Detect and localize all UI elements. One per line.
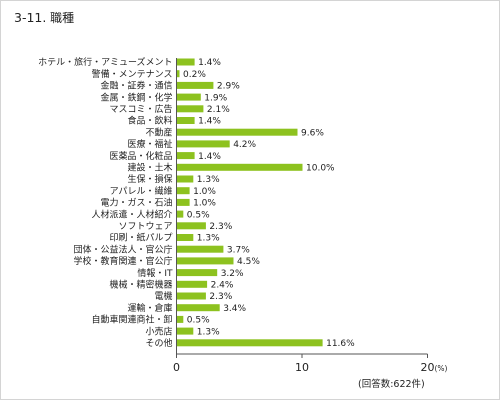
category-label: 団体・公益法人・官公庁 <box>73 243 172 255</box>
value-label: 0.5% <box>187 316 210 326</box>
x-tick-label: 10 <box>295 361 309 374</box>
bar <box>177 327 194 335</box>
bar <box>177 175 194 183</box>
value-label: 1.4% <box>198 117 221 127</box>
category-label: 学校・教育関連・官公庁 <box>73 255 172 267</box>
bar <box>177 70 180 78</box>
value-label: 3.7% <box>227 245 250 255</box>
value-label: 4.5% <box>237 257 260 267</box>
value-label: 1.4% <box>198 152 221 162</box>
value-label: 1.4% <box>198 58 221 68</box>
value-label: 1.9% <box>204 93 227 103</box>
category-label: 小売店 <box>145 325 172 337</box>
value-label: 1.3% <box>197 175 220 185</box>
value-label: 3.2% <box>221 269 244 279</box>
category-label: 自動車関連商社・卸 <box>91 314 172 326</box>
title-number: 3-11. <box>14 10 47 25</box>
category-label: 警備・メンテナンス <box>92 68 173 80</box>
bar <box>177 234 194 241</box>
bar <box>177 210 184 218</box>
category-label: アパレル・繊維 <box>110 185 173 197</box>
category-label: 電力・ガス・石油 <box>100 197 172 209</box>
bar <box>177 304 220 312</box>
value-label: 2.3% <box>209 222 232 232</box>
category-label: ソフトウェア <box>118 221 172 232</box>
category-label: その他 <box>145 337 172 349</box>
bar <box>177 257 234 265</box>
value-label: 11.6% <box>326 339 355 349</box>
category-label: 金属・鉄鋼・化学 <box>100 91 172 103</box>
value-label: 9.6% <box>301 128 324 138</box>
value-label: 1.0% <box>193 199 216 209</box>
value-label: 1.0% <box>193 187 216 197</box>
bar <box>177 128 298 136</box>
value-label: 0.2% <box>183 70 206 80</box>
value-labels: 1.4% 0.2% 2.9%1.9% 2.1% 1.4% 9.6% 4.2% 1.4% 10.0… <box>183 58 355 349</box>
chart-title: 3-11. 職種 <box>14 9 74 26</box>
category-label: 印刷・紙パルプ <box>109 232 172 244</box>
category-label: 医薬品・化粧品 <box>109 150 172 162</box>
category-label: 情報・IT <box>137 267 173 279</box>
title-text: 職種 <box>50 11 75 25</box>
category-label: 人材派遣・人材紹介 <box>91 208 172 220</box>
bar <box>177 117 195 124</box>
value-label: 1.3% <box>197 327 220 337</box>
bar <box>177 292 206 300</box>
category-label: 建設・土木 <box>127 162 172 174</box>
category-label: 金融・証券・通信 <box>100 80 172 92</box>
bar <box>177 58 195 66</box>
bar <box>177 152 195 160</box>
x-tick-label: 20 <box>421 361 435 374</box>
x-tick-label: 0 <box>173 361 180 374</box>
bar <box>177 105 204 113</box>
bar <box>177 269 218 277</box>
respondents-note: (回答数:622件) <box>358 379 425 390</box>
bar <box>177 315 184 323</box>
value-label: 2.9% <box>217 82 240 92</box>
category-label: ホテル・旅行・アミューズメント <box>38 56 172 68</box>
x-unit-label: (%) <box>435 364 448 373</box>
category-label: 機械・精密機器 <box>109 279 172 291</box>
category-label: 不動産 <box>145 126 172 138</box>
value-label: 2.1% <box>207 105 230 115</box>
value-label: 1.3% <box>197 234 220 244</box>
value-label: 4.2% <box>233 140 256 150</box>
bar <box>177 163 303 171</box>
bar <box>177 222 206 230</box>
bar <box>177 280 208 288</box>
category-label: 運輸・倉庫 <box>127 302 172 314</box>
category-labels: ホテル・旅行・アミューズメント警備・メンテナンス金融・証券・通信金属・鉄鋼・化学… <box>38 56 173 349</box>
bar <box>177 198 190 206</box>
category-label: 生保・損保 <box>127 173 172 185</box>
value-label: 2.4% <box>211 281 234 291</box>
x-axis-ticks: 0 10 20 (%) <box>173 354 448 374</box>
value-label: 2.3% <box>209 292 232 302</box>
bar <box>177 339 323 347</box>
bar <box>177 187 190 195</box>
value-label: 0.5% <box>187 210 210 220</box>
value-label: 3.4% <box>223 304 246 314</box>
value-label: 10.0% <box>306 164 335 174</box>
bar <box>177 245 224 253</box>
category-label: 電機 <box>154 290 172 302</box>
category-label: マスコミ・広告 <box>109 103 172 115</box>
bar <box>177 140 230 148</box>
bar <box>177 81 214 89</box>
bar <box>177 93 201 101</box>
category-label: 医療・福祉 <box>127 138 172 150</box>
bar-series <box>177 58 323 347</box>
category-label: 食品・飲料 <box>127 115 172 127</box>
